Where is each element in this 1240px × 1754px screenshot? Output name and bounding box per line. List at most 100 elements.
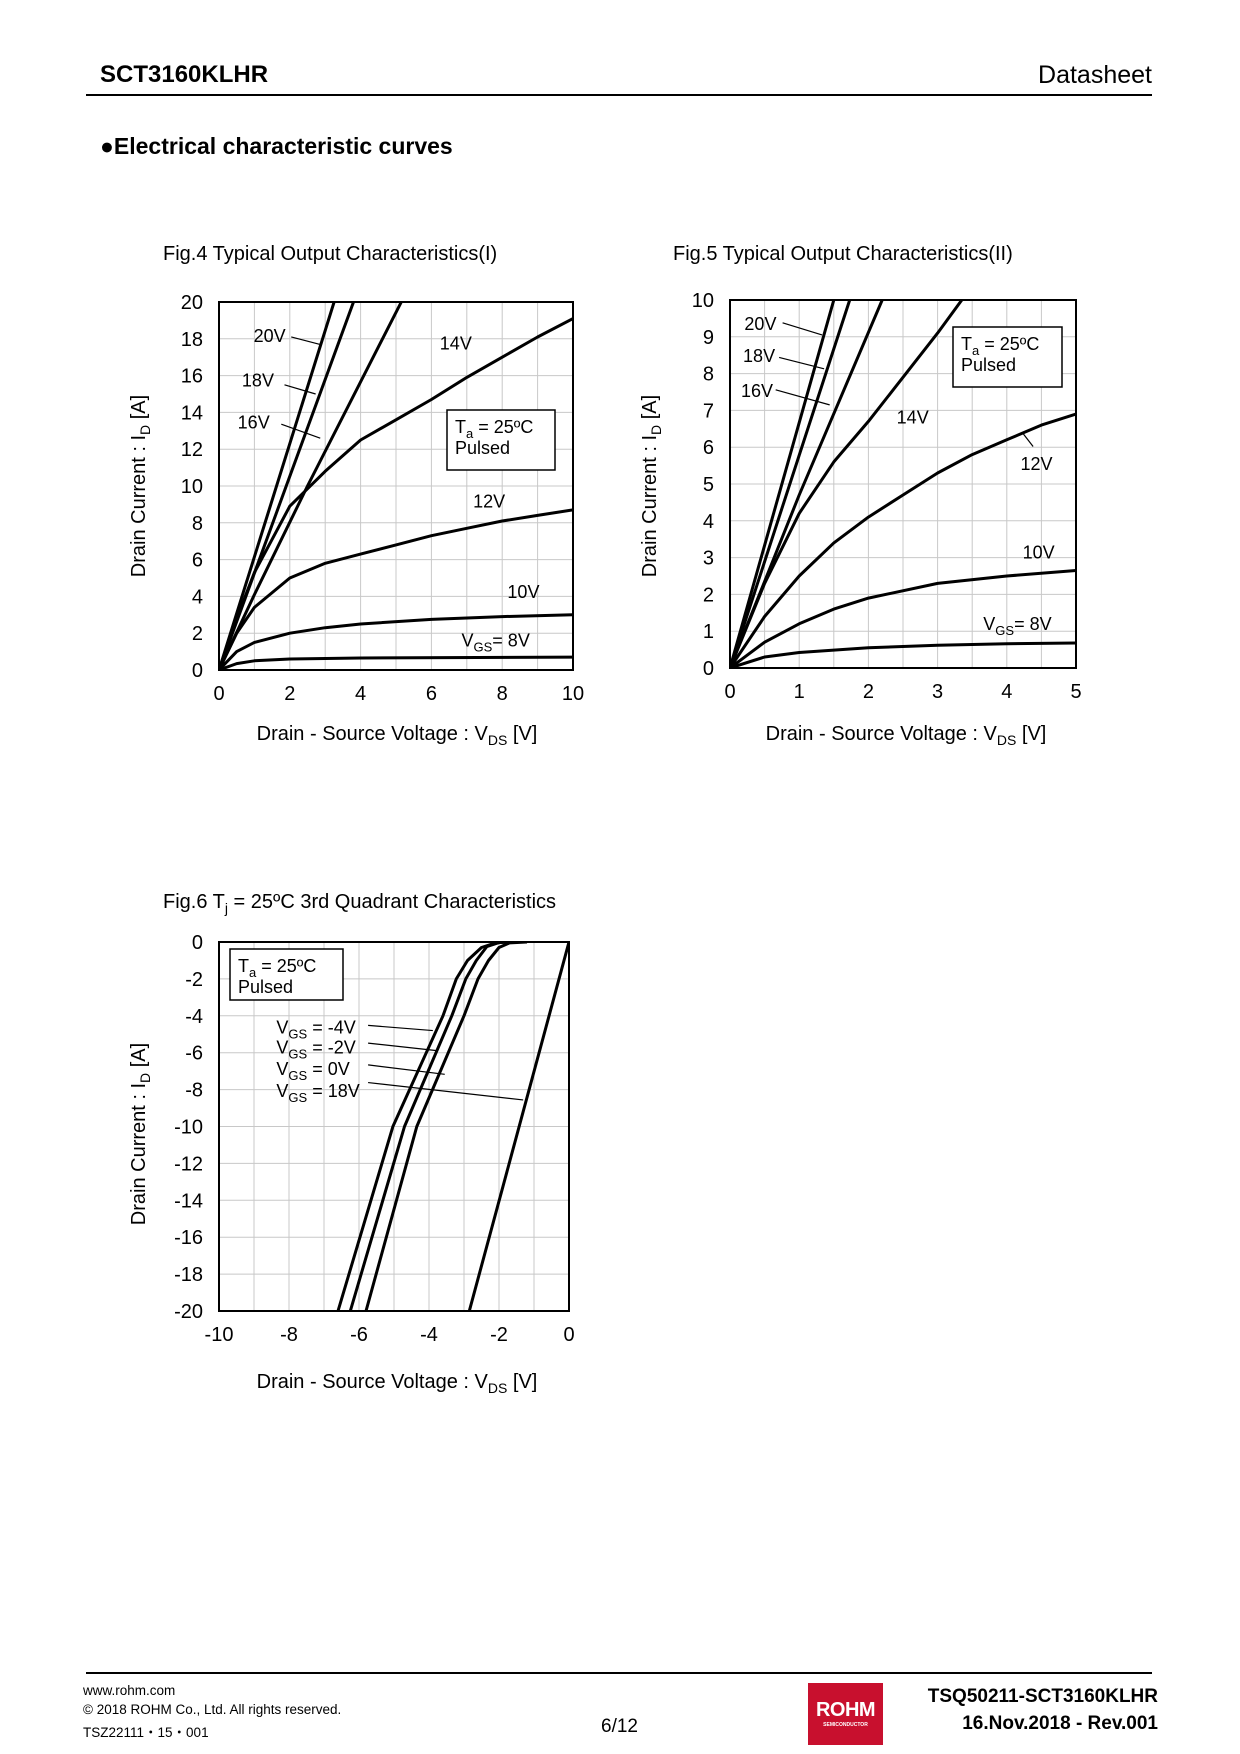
condition-pulsed: Pulsed (238, 977, 293, 997)
curve-8V (219, 655, 573, 670)
condition-pulsed: Pulsed (961, 355, 1016, 375)
curve-label-8V: VGS= 8V (983, 614, 1051, 638)
logo-text: ROHM (815, 1699, 876, 1721)
leader-line (281, 423, 321, 439)
leader-line (775, 389, 830, 406)
curve-label-20V: 20V (254, 326, 286, 346)
x-axis-label: Drain - Source Voltage : VDS [V] (257, 1371, 538, 1396)
text-subscript: DS (488, 1380, 507, 1396)
condition-box (952, 326, 1063, 388)
text-subscript: a (972, 343, 980, 358)
curve-18V (730, 300, 852, 668)
text-main: V (276, 1081, 288, 1101)
y-tick-label: 5 (703, 474, 714, 496)
x-tick-label: 0 (213, 683, 224, 705)
y-tick-label: -6 (185, 1043, 203, 1065)
x-tick-label: 10 (562, 683, 584, 705)
curve-10V (219, 613, 573, 670)
x-tick-label: 4 (355, 683, 366, 705)
text-main: T (455, 417, 466, 437)
y-tick-label: 6 (703, 437, 714, 459)
text-subscript: a (249, 965, 257, 980)
x-tick-label: 8 (497, 683, 508, 705)
y-tick-label: -8 (185, 1080, 203, 1102)
text-rest: [A] (128, 1043, 150, 1073)
curve-label-16V: 16V (238, 413, 270, 433)
curve-label-20V: 20V (744, 314, 776, 334)
text-main: V (461, 630, 473, 650)
text-main: 16V (238, 413, 270, 433)
chart-fig5: Fig.5 Typical Output Characteristics(II)… (639, 243, 1082, 748)
curve-label-18V: VGS = 18V (276, 1081, 359, 1105)
y-tick-label: 0 (703, 658, 714, 680)
condition-pulsed: Pulsed (455, 438, 510, 458)
text-rest: = 8V (492, 630, 530, 650)
text-rest: = 25ºC (256, 956, 316, 976)
condition-temp: Ta = 25ºC (238, 956, 316, 980)
plot-frame (729, 299, 1077, 669)
y-tick-label: 14 (181, 402, 203, 424)
curve-label--2V: VGS = -2V (276, 1038, 355, 1062)
condition-box (229, 948, 344, 1001)
y-tick-label: 4 (703, 511, 714, 533)
chart-title: Fig.4 Typical Output Characteristics(I) (163, 243, 497, 265)
plot-frame (218, 301, 574, 671)
text-main: 16V (741, 381, 773, 401)
text-subscript: GS (995, 623, 1014, 638)
text-rest: = 25ºC 3rd Quadrant Characteristics (228, 891, 556, 913)
text-main: Drain Current : I (128, 1083, 150, 1225)
text-rest: = 18V (307, 1081, 360, 1101)
curve-label-8V: VGS= 8V (461, 630, 529, 654)
footer-website[interactable]: www.rohm.com (83, 1683, 176, 1698)
y-tick-label: 6 (192, 550, 203, 572)
text-main: Drain - Source Voltage : V (257, 1371, 489, 1393)
text-main: 18V (242, 370, 274, 390)
text-main: 14V (440, 333, 472, 353)
text-subscript: GS (288, 1027, 307, 1042)
footer-code: TSZ22111・15・001 (83, 1725, 209, 1740)
curve-label-14V: 14V (897, 408, 929, 428)
y-tick-label: -20 (174, 1301, 203, 1323)
chart-title: Fig.6 Tj = 25ºC 3rd Quadrant Characteris… (163, 891, 556, 916)
x-axis-label: Drain - Source Voltage : VDS [V] (257, 723, 538, 748)
x-tick-label: 1 (794, 681, 805, 703)
text-rest: = -2V (307, 1038, 356, 1058)
curve-14V (219, 317, 573, 670)
text-rest: = 25ºC (979, 334, 1039, 354)
curve-label-10V: 10V (1023, 542, 1055, 562)
text-rest: = 8V (1014, 614, 1052, 634)
text-subscript: DS (997, 732, 1016, 748)
curve-20V (730, 300, 836, 668)
rohm-logo: ROHM SEMICONDUCTOR (808, 1683, 883, 1745)
chart-fig4: Fig.4 Typical Output Characteristics(I) 0… (128, 243, 584, 748)
text-rest: [A] (639, 395, 661, 425)
text-main: 12V (473, 492, 505, 512)
y-tick-label: 20 (181, 292, 203, 314)
y-tick-label: 1 (703, 621, 714, 643)
leader-line (368, 1024, 433, 1032)
curve-14V (730, 300, 964, 668)
x-tick-label: 0 (724, 681, 735, 703)
footer-copyright: © 2018 ROHM Co., Ltd. All rights reserve… (83, 1702, 342, 1717)
y-tick-label: 8 (703, 364, 714, 386)
y-tick-label: -14 (174, 1190, 203, 1212)
x-tick-label: 6 (426, 683, 437, 705)
curve-label-16V: 16V (741, 381, 773, 401)
y-tick-label: 9 (703, 327, 714, 349)
y-tick-label: -2 (185, 969, 203, 991)
curve-label-10V: 10V (507, 582, 539, 602)
curve-20V (219, 302, 336, 670)
text-main: Fig.6 T (163, 891, 225, 913)
text-subscript: D (648, 425, 664, 435)
y-tick-label: -10 (174, 1117, 203, 1139)
y-tick-label: -12 (174, 1153, 203, 1175)
text-main: 10V (507, 582, 539, 602)
y-tick-label: 8 (192, 513, 203, 535)
text-main: V (276, 1059, 288, 1079)
y-tick-label: -18 (174, 1264, 203, 1286)
text-main: 10V (1023, 542, 1055, 562)
text-main: Drain - Source Voltage : V (257, 723, 489, 745)
text-main: V (276, 1018, 288, 1038)
text-subscript: GS (288, 1068, 307, 1083)
text-rest: [V] (507, 723, 537, 745)
